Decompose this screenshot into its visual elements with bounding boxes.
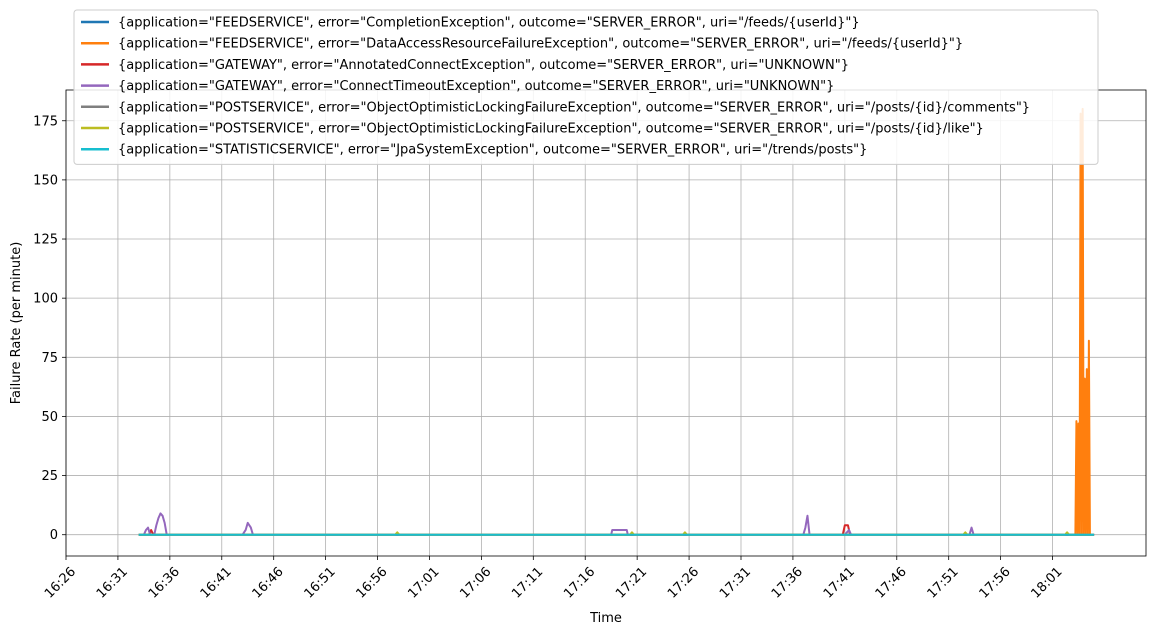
y-tick-label: 150	[33, 173, 58, 188]
x-tick-label: 17:11	[509, 564, 546, 601]
x-tick-label: 17:16	[561, 564, 598, 601]
x-tick-label: 17:41	[821, 564, 858, 601]
x-tick-label: 17:46	[873, 564, 910, 601]
x-tick-label: 18:01	[1028, 564, 1065, 601]
x-tick-label: 16:56	[353, 564, 390, 601]
legend-box	[73, 9, 1099, 165]
legend-entry: {application="POSTSERVICE", error="Objec…	[118, 122, 984, 137]
x-tick-label: 16:46	[250, 564, 287, 601]
x-tick-label: 17:26	[665, 564, 702, 601]
series-line-2	[138, 107, 1091, 536]
x-tick-label: 17:01	[405, 564, 442, 601]
x-tick-label: 17:36	[769, 564, 806, 601]
x-tick-label: 16:51	[302, 564, 339, 601]
y-tick-label: 175	[33, 114, 58, 129]
y-axis-label: Failure Rate (per minute)	[9, 242, 24, 405]
x-axis-label: Time	[589, 611, 622, 626]
x-tick-label: 17:56	[977, 564, 1014, 601]
legend-entry: {application="STATISTICSERVICE", error="…	[118, 143, 867, 158]
y-tick-label: 75	[41, 351, 58, 366]
x-tick-label: 16:31	[94, 564, 131, 601]
y-tick-label: 0	[50, 528, 58, 543]
x-tick-label: 17:21	[613, 564, 650, 601]
legend-entry: {application="POSTSERVICE", error="Objec…	[118, 100, 1030, 115]
x-tick-label: 16:36	[146, 564, 183, 601]
legend-entry: {application="GATEWAY", error="Annotated…	[118, 58, 849, 73]
grid-lines	[65, 90, 1146, 556]
y-tick-label: 100	[33, 292, 58, 307]
y-axis-ticks: 0 25 50 75 100 125 150 175	[33, 114, 66, 543]
x-tick-label: 16:41	[198, 564, 235, 601]
x-tick-label: 16:26	[42, 564, 79, 601]
x-tick-label: 17:06	[457, 564, 494, 601]
plot-area	[138, 107, 1095, 536]
x-tick-label: 17:51	[925, 564, 962, 601]
legend-entry: {application="FEEDSERVICE", error="Compl…	[118, 16, 860, 31]
series-line-4	[138, 512, 1095, 536]
y-tick-label: 25	[41, 469, 58, 484]
y-tick-label: 50	[41, 410, 58, 425]
legend-entry: {application="FEEDSERVICE", error="DataA…	[118, 37, 963, 52]
x-tick-label: 17:31	[717, 564, 754, 601]
legend: {application="FEEDSERVICE", error="Compl…	[73, 9, 1099, 165]
legend-entry: {application="GATEWAY", error="ConnectTi…	[118, 79, 834, 94]
x-axis-ticks: 16:26 16:31 16:36 16:41 16:46 16:51 16:56 17:01…	[42, 556, 1066, 602]
y-tick-label: 125	[33, 233, 58, 248]
